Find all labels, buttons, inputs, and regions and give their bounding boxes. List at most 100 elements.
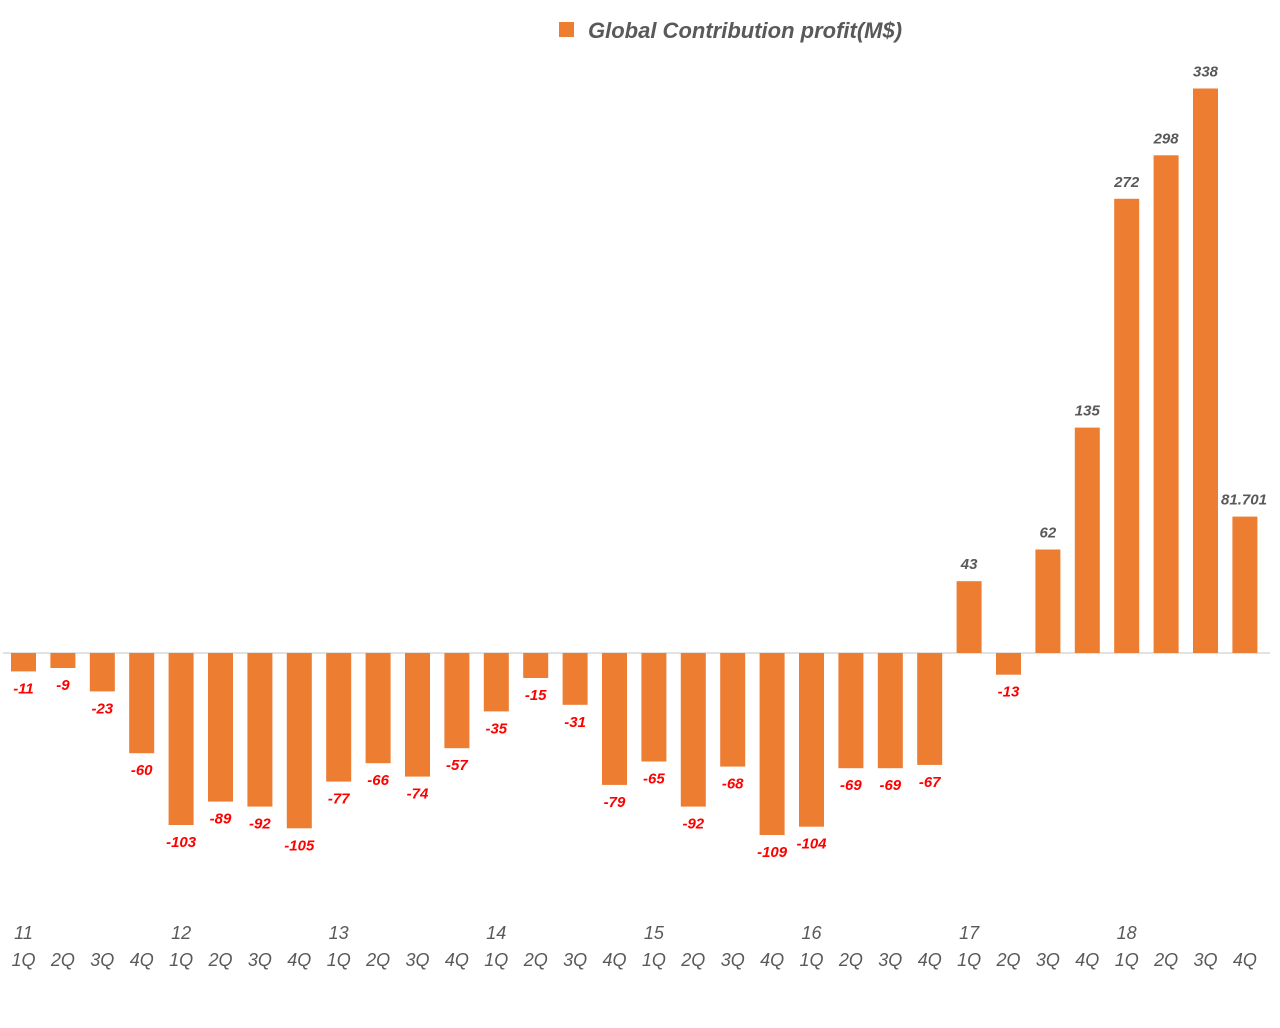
bar-4 bbox=[168, 653, 194, 825]
year-tick-0: 11 bbox=[14, 923, 33, 943]
value-label-26: 62 bbox=[1040, 525, 1057, 542]
bar-20 bbox=[799, 653, 824, 827]
bar-18 bbox=[720, 653, 746, 767]
value-label-16: -65 bbox=[643, 771, 665, 788]
value-label-18: -68 bbox=[722, 776, 744, 793]
bar-19 bbox=[759, 653, 785, 835]
year-ticks-group: 11 12 13 14 15 16 17 18 bbox=[14, 923, 1137, 943]
bar-30 bbox=[1193, 88, 1218, 653]
bar-9 bbox=[365, 653, 391, 764]
bar-3 bbox=[129, 653, 155, 754]
quarter-tick-20: 1Q bbox=[799, 950, 823, 970]
year-tick-7: 18 bbox=[1117, 923, 1137, 943]
value-label-0: -11 bbox=[13, 680, 34, 697]
value-label-28: 272 bbox=[1113, 174, 1140, 191]
bar-24 bbox=[956, 581, 982, 653]
quarter-tick-5: 2Q bbox=[207, 950, 232, 970]
bar-26 bbox=[1035, 549, 1061, 653]
quarter-tick-1: 2Q bbox=[50, 950, 75, 970]
quarter-tick-27: 4Q bbox=[1075, 950, 1099, 970]
quarter-tick-13: 2Q bbox=[523, 950, 548, 970]
bar-31 bbox=[1232, 516, 1258, 653]
quarter-tick-9: 2Q bbox=[365, 950, 390, 970]
quarter-tick-28: 1Q bbox=[1115, 950, 1139, 970]
value-label-13: -15 bbox=[525, 687, 547, 704]
bar-6 bbox=[247, 653, 273, 807]
bar-11 bbox=[444, 653, 470, 749]
bar-29 bbox=[1153, 155, 1179, 654]
bar-17 bbox=[680, 653, 706, 807]
year-tick-2: 13 bbox=[329, 923, 349, 943]
value-label-20: -104 bbox=[796, 836, 827, 853]
bar-23 bbox=[917, 653, 943, 765]
value-label-22: -69 bbox=[879, 777, 901, 794]
bar-21 bbox=[838, 653, 864, 769]
value-label-9: -66 bbox=[367, 772, 389, 789]
bar-2 bbox=[89, 653, 115, 692]
quarter-tick-3: 4Q bbox=[130, 950, 154, 970]
bar-16 bbox=[641, 653, 667, 762]
bar-12 bbox=[483, 653, 509, 712]
quarter-tick-11: 4Q bbox=[445, 950, 469, 970]
value-label-11: -57 bbox=[446, 757, 468, 774]
bar-8 bbox=[326, 653, 352, 782]
value-label-30: 338 bbox=[1193, 64, 1219, 81]
quarter-tick-24: 1Q bbox=[957, 950, 981, 970]
quarter-tick-4: 1Q bbox=[169, 950, 193, 970]
quarter-tick-8: 1Q bbox=[327, 950, 351, 970]
quarter-tick-7: 4Q bbox=[287, 950, 311, 970]
bar-15 bbox=[602, 653, 627, 785]
quarter-tick-2: 3Q bbox=[90, 950, 114, 970]
bar-1 bbox=[50, 653, 76, 668]
quarter-tick-6: 3Q bbox=[248, 950, 272, 970]
value-label-2: -23 bbox=[91, 700, 113, 717]
value-label-5: -89 bbox=[210, 811, 232, 828]
bar-28 bbox=[1114, 198, 1140, 654]
value-label-25: -13 bbox=[998, 684, 1020, 701]
year-tick-4: 15 bbox=[644, 923, 665, 943]
quarter-tick-25: 2Q bbox=[995, 950, 1020, 970]
quarter-tick-15: 4Q bbox=[602, 950, 626, 970]
quarter-tick-0: 1Q bbox=[11, 950, 35, 970]
bar-7 bbox=[286, 653, 312, 829]
value-label-1: -9 bbox=[56, 677, 70, 694]
quarter-tick-17: 2Q bbox=[680, 950, 705, 970]
legend-swatch bbox=[559, 22, 574, 37]
quarter-tick-26: 3Q bbox=[1036, 950, 1060, 970]
value-label-27: 135 bbox=[1075, 403, 1101, 420]
year-tick-1: 12 bbox=[171, 923, 191, 943]
quarter-tick-18: 3Q bbox=[721, 950, 745, 970]
quarter-ticks-group: 1Q 2Q 3Q 4Q 1Q 2Q 3Q 4Q 1Q 2Q 3Q 4Q 1Q 2Q 3Q 4Q 1Q 2Q 3Q 4Q… bbox=[11, 950, 1256, 970]
year-tick-3: 14 bbox=[486, 923, 506, 943]
quarter-tick-14: 3Q bbox=[563, 950, 587, 970]
value-label-29: 298 bbox=[1153, 130, 1180, 147]
value-label-12: -35 bbox=[485, 721, 507, 738]
bars-group bbox=[11, 88, 1258, 835]
value-labels-group: -11 -9 -23 -60 -103 -89 -92 -105 -77 -66 -74 -57 -35… bbox=[13, 64, 1267, 862]
quarter-tick-22: 3Q bbox=[878, 950, 902, 970]
bar-14 bbox=[562, 653, 588, 705]
bar-22 bbox=[877, 653, 903, 769]
quarter-tick-21: 2Q bbox=[838, 950, 863, 970]
value-label-19: -109 bbox=[757, 844, 788, 861]
bar-25 bbox=[996, 653, 1021, 675]
year-tick-5: 16 bbox=[801, 923, 822, 943]
value-label-6: -92 bbox=[249, 816, 271, 833]
quarter-tick-29: 2Q bbox=[1153, 950, 1178, 970]
quarter-tick-30: 3Q bbox=[1193, 950, 1217, 970]
value-label-17: -92 bbox=[682, 816, 704, 833]
quarter-tick-23: 4Q bbox=[918, 950, 942, 970]
value-label-21: -69 bbox=[840, 777, 862, 794]
value-label-7: -105 bbox=[284, 837, 315, 854]
value-label-24: 43 bbox=[960, 556, 978, 573]
year-tick-6: 17 bbox=[959, 923, 980, 943]
bar-5 bbox=[208, 653, 233, 802]
bar-10 bbox=[405, 653, 430, 777]
value-label-31: 81.701 bbox=[1221, 492, 1267, 509]
value-label-10: -74 bbox=[407, 786, 429, 803]
quarter-tick-19: 4Q bbox=[760, 950, 784, 970]
quarter-tick-31: 4Q bbox=[1233, 950, 1257, 970]
quarter-tick-12: 1Q bbox=[484, 950, 508, 970]
bar-13 bbox=[523, 653, 549, 678]
